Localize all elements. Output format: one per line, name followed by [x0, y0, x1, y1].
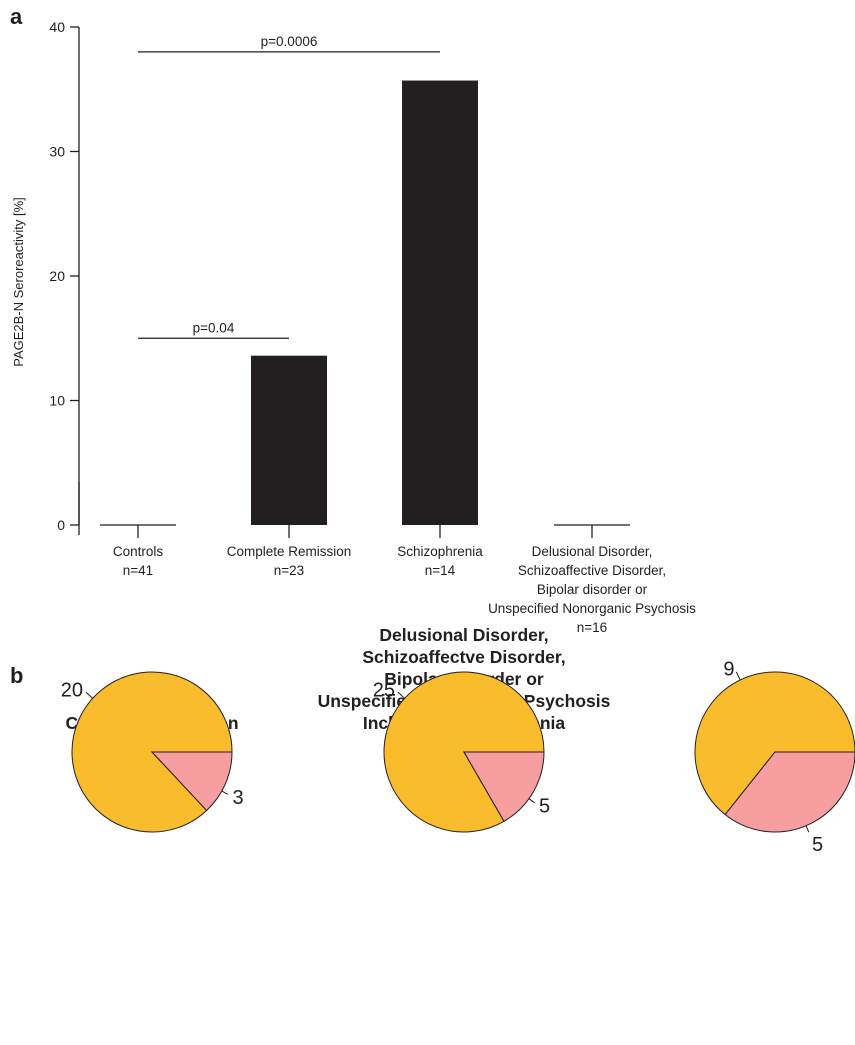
x-category-label: Schizophrenia	[397, 544, 483, 559]
y-tick-label: 0	[57, 517, 65, 533]
p-value-label: p=0.04	[193, 320, 235, 335]
slice-value-label: 25	[373, 680, 395, 702]
x-category-label: n=16	[577, 620, 607, 635]
y-tick-label: 30	[49, 144, 65, 160]
bar-chart: 0 10 20 30 40 PAGE2B-N Seroreactivity [%] Cont…	[11, 19, 696, 635]
y-tick-label: 20	[49, 268, 65, 284]
bar	[251, 355, 327, 525]
pie-slice-negative	[694, 671, 855, 816]
x-category-label: n=23	[274, 563, 304, 578]
x-category-label: n=14	[425, 563, 456, 578]
slice-leader-line	[735, 671, 741, 681]
pie-charts: Complete RemissionOR: 0.8 (0.2–3.5)RR:0.…	[61, 625, 855, 856]
x-category-label: Delusional Disorder,	[532, 544, 653, 559]
slice-value-label: 5	[539, 796, 550, 818]
slice-leader-line	[221, 790, 229, 795]
panel-label-a: a	[10, 4, 23, 29]
panel-label-b: b	[10, 663, 23, 688]
pie-chart: Complete RemissionOR: 0.8 (0.2–3.5)RR:0.…	[61, 671, 244, 833]
pie-chart: SchizophreniaOR: 6.7 (1.3–33)RR: 4.6 (1.…	[694, 658, 855, 856]
slice-leader-line	[528, 798, 535, 804]
x-category-label: Unspecified Nonorganic Psychosis	[488, 601, 696, 616]
y-tick-label: 40	[49, 19, 65, 35]
pie-chart: Delusional Disorder,Schizoaffectve Disor…	[318, 625, 611, 833]
pie-slice-positive	[463, 751, 545, 822]
x-category-label: Complete Remission	[227, 544, 352, 559]
x-category-label: Schizoaffective Disorder,	[518, 563, 666, 578]
slice-leader-line	[85, 691, 94, 699]
pie-title-line: Delusional Disorder,	[379, 625, 548, 645]
y-tick-label: 10	[49, 393, 65, 409]
p-value-label: p=0.0006	[261, 34, 318, 49]
pie-slice-positive	[150, 751, 233, 812]
slice-value-label: 20	[61, 680, 83, 702]
x-category-label: Controls	[113, 544, 164, 559]
slice-leader-line	[397, 691, 406, 699]
x-category-label: n=41	[123, 563, 153, 578]
slice-value-label: 9	[723, 658, 734, 680]
x-category-label: Bipolar disorder or	[537, 582, 648, 597]
slice-value-label: 5	[812, 834, 823, 856]
slice-value-label: 3	[233, 787, 244, 809]
pie-slice-positive	[724, 751, 855, 833]
y-axis-title: PAGE2B-N Seroreactivity [%]	[11, 197, 26, 367]
pie-title-line: Schizoaffectve Disorder,	[362, 647, 565, 667]
slice-leader-line	[805, 825, 810, 833]
bar	[402, 80, 478, 525]
